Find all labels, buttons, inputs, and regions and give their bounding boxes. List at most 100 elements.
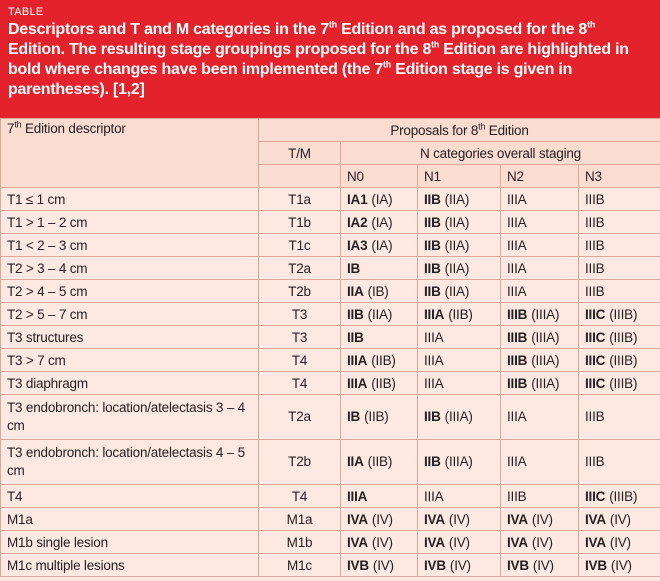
- stage-cell: IB (IIB): [340, 394, 418, 440]
- stage-text: (IB): [367, 283, 389, 299]
- new-stage: IVA: [507, 511, 528, 527]
- stage-text: (IIIB): [609, 488, 638, 504]
- stage-text: IIIA: [424, 375, 444, 391]
- stage-text: IIIB: [585, 237, 605, 253]
- stage-text: IIIA: [507, 283, 527, 299]
- tm-cell: M1a: [258, 507, 341, 531]
- stage-text: (IIIA): [444, 409, 473, 424]
- stage-cell: IIB (IIA): [417, 256, 501, 280]
- stage-text: IIIA: [424, 352, 444, 368]
- stage-cell: IVA (IV): [500, 507, 579, 531]
- stage-cell: IVA (IV): [577, 530, 660, 554]
- tm-cell: T1b: [258, 210, 341, 234]
- stage-text: (IIIB): [609, 352, 638, 368]
- stage-text: IIIA: [507, 409, 527, 424]
- stage-text: (IV): [372, 557, 394, 573]
- stage-cell: IIB (IIA): [417, 187, 501, 211]
- stage-cell: IIIA: [500, 439, 579, 485]
- descriptor-cell: T3 endobronch: location/atelectasis 4 – …: [0, 439, 259, 485]
- descriptor-cell: T1 < 2 – 3 cm: [0, 233, 259, 257]
- stage-text: (IV): [371, 511, 393, 527]
- table-header: TABLE Descriptors and T and M categories…: [0, 0, 660, 118]
- text-run: 7: [7, 121, 15, 136]
- superscript: th: [478, 121, 486, 131]
- stage-cell: IIIA: [340, 484, 418, 508]
- new-stage: IIIB: [507, 306, 528, 322]
- new-stage: IB: [347, 409, 361, 424]
- descriptor-cell: T1 > 1 – 2 cm: [0, 210, 259, 234]
- text-run: Edition stage is given in parentheses). …: [8, 61, 573, 98]
- new-stage: IIIC: [585, 306, 606, 322]
- descriptor-cell: M1a: [0, 507, 259, 531]
- text-run: Edition. The resulting stage groupings p…: [8, 41, 432, 58]
- tm-cell: T2a: [258, 394, 341, 440]
- new-stage: IIB: [424, 237, 441, 253]
- descriptor-cell: T3 diaphragm: [0, 371, 259, 395]
- new-stage: IIA: [347, 283, 364, 299]
- header-cell: Proposals for 8th Edition: [257, 118, 660, 142]
- new-stage: IVA: [347, 534, 368, 550]
- stage-text: (IIB): [367, 454, 393, 469]
- new-stage: IVB: [347, 557, 369, 573]
- stage-cell: IIIA: [500, 256, 579, 280]
- tm-cell: M1c: [258, 553, 341, 577]
- text-run: Edition and as proposed for the 8: [336, 21, 588, 38]
- stage-text: IIIA: [507, 237, 527, 253]
- stage-cell: IIIB: [577, 394, 660, 440]
- header-cell: N2: [500, 164, 579, 188]
- tm-cell: T4: [258, 348, 341, 372]
- stage-text: (IV): [610, 557, 632, 573]
- new-stage: IA1: [347, 191, 368, 207]
- new-stage: IVA: [585, 534, 606, 550]
- new-stage: IIB: [424, 454, 441, 469]
- stage-cell: IIIC (IIIB): [577, 325, 660, 349]
- stage-text: (IIIA): [531, 375, 560, 391]
- header-cell: N3: [577, 164, 660, 188]
- new-stage: IVA: [585, 511, 606, 527]
- new-stage: IIIB: [507, 352, 528, 368]
- stage-cell: IIIA: [500, 233, 579, 257]
- new-stage: IIIB: [507, 329, 528, 345]
- text-run: Edition are highlighted in bold where ch…: [8, 41, 629, 78]
- stage-text: IIIA: [507, 214, 527, 230]
- new-stage: IIB: [424, 260, 441, 276]
- new-stage: IVB: [585, 557, 607, 573]
- stage-cell: IIIB: [577, 256, 660, 280]
- table-row: M1b single lesion M1b IVA (IV) IVA (IV) IVA (IV…: [0, 530, 660, 554]
- header-row: 7 th Edition descriptor Proposals for 8th …: [0, 118, 660, 188]
- stage-text: (IA): [371, 237, 393, 253]
- stage-text: (IIA): [444, 260, 470, 276]
- stage-cell: IB: [340, 256, 418, 280]
- new-stage: IIIA: [347, 375, 368, 391]
- stage-text: (IIA): [444, 237, 470, 253]
- stage-cell: IA3 (IA): [340, 233, 418, 257]
- stage-cell: IIIA: [417, 371, 501, 395]
- stage-text: (IV): [609, 534, 631, 550]
- table-row: T2 > 3 – 4 cm T2a IB IIB (IIA) IIIA IIIB: [0, 256, 660, 280]
- tm-cell: T2b: [258, 439, 341, 485]
- new-stage: IIIB: [507, 375, 528, 391]
- descriptor-cell: M1b single lesion: [0, 530, 259, 554]
- descriptor-cell: T2 > 3 – 4 cm: [0, 256, 259, 280]
- new-stage: IVA: [424, 534, 445, 550]
- stage-cell: IVA (IV): [500, 530, 579, 554]
- text-run: Edition descriptor: [21, 121, 126, 136]
- stage-cell: IIB (IIA): [417, 279, 501, 303]
- stage-cell: IA2 (IA): [340, 210, 418, 234]
- stage-cell: IVA (IV): [417, 530, 501, 554]
- stage-cell: IIIA (IIB): [340, 348, 418, 372]
- stage-cell: IVB (IV): [340, 553, 418, 577]
- stage-cell: IIIC (IIIB): [577, 484, 660, 508]
- stage-text: IIIB: [585, 409, 605, 424]
- tm-cell: T3: [258, 325, 341, 349]
- new-stage: IIIA: [424, 306, 445, 322]
- header-cell: N1: [417, 164, 501, 188]
- table-row: T1 < 2 – 3 cm T1c IA3 (IA) IIB (IIA) IIIA IIIB: [0, 233, 660, 257]
- descriptor-cell: T2 > 5 – 7 cm: [0, 302, 259, 326]
- stage-text: IIIA: [424, 329, 444, 345]
- header-cell: N categories overall staging: [339, 141, 660, 165]
- new-stage: IB: [347, 260, 361, 276]
- stage-cell: IVB (IV): [577, 553, 660, 577]
- new-stage: IIB: [347, 329, 364, 345]
